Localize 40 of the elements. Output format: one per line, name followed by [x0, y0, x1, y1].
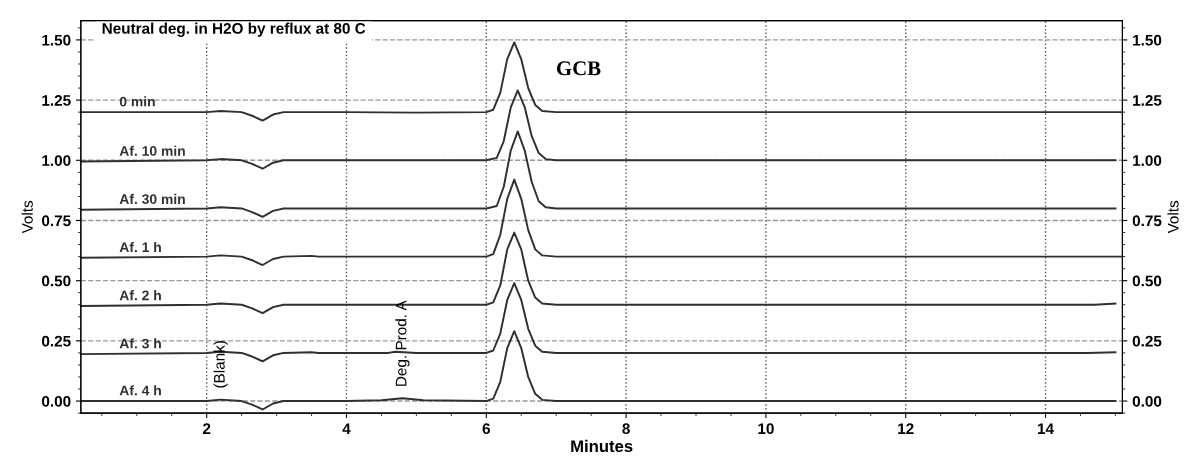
x-tick-label: 4	[342, 423, 351, 434]
series-label: Af. 4 h	[119, 385, 161, 396]
y-tick-label: 1.25	[42, 94, 71, 106]
y2-tick-label: 0.25	[1132, 335, 1162, 347]
line-series	[80, 41, 1123, 122]
y2-axis-title: Volts	[1167, 200, 1179, 234]
line-series	[80, 231, 1117, 315]
y2-tick-label: 1.50	[1133, 34, 1162, 46]
y2-tick-label: 1.00	[1133, 155, 1162, 166]
series-label: Af. 2 h	[119, 290, 161, 301]
x-tick-label: 6	[482, 423, 490, 435]
annotation: GCB	[556, 61, 601, 76]
y2-tick-label: 0.50	[1132, 275, 1162, 287]
y2-tick-label: 0.75	[1132, 215, 1162, 227]
y-tick-label: 1.50	[42, 34, 71, 46]
y-tick-label: 0.50	[42, 275, 71, 287]
line-series	[80, 89, 1117, 170]
annotation: (Blank)	[213, 341, 228, 388]
annotation: Deg. Prod. A	[395, 300, 410, 386]
x-tick-label: 12	[898, 423, 914, 434]
y-tick-label: 0.00	[42, 395, 71, 407]
x-tick-label: 2	[202, 423, 211, 434]
x-tick-label: 10	[758, 423, 774, 435]
line-series	[80, 130, 1117, 218]
x-tick-label: 8	[622, 423, 630, 435]
x-tick-label: 14	[1037, 423, 1054, 434]
y2-tick-label: 1.25	[1133, 94, 1162, 106]
y-tick-label: 1.00	[42, 155, 71, 166]
chart-title: Neutral deg. in H2O by reflux at 80 C	[102, 22, 366, 37]
y-tick-label: 0.75	[42, 215, 71, 227]
y2-tick-label: 0.00	[1132, 395, 1162, 407]
x-axis-title: Minutes	[571, 439, 633, 453]
series-label: Af. 1 h	[119, 241, 161, 253]
series-label: Af. 3 h	[119, 338, 161, 349]
series-label: Af. 30 min	[119, 193, 185, 205]
series-label: 0 min	[119, 96, 155, 107]
y-tick-label: 0.25	[42, 335, 71, 347]
line-series	[80, 178, 1123, 266]
series-label: Af. 10 min	[119, 145, 185, 156]
y-axis-title: Volts	[21, 200, 33, 234]
